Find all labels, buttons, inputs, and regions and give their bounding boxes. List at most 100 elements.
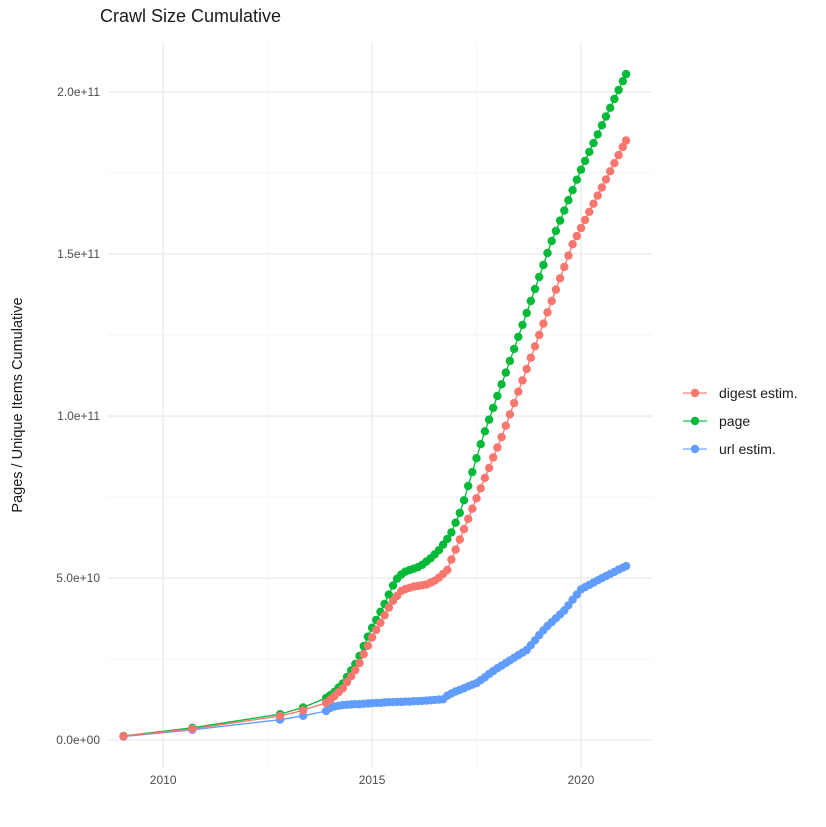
data-point-digest-estim — [601, 175, 611, 184]
data-point-page — [447, 528, 456, 537]
data-point-page — [501, 368, 510, 377]
data-point-digest-estim — [484, 463, 494, 473]
data-point-page — [564, 196, 573, 205]
data-point-page — [476, 440, 485, 449]
data-point-page — [597, 121, 607, 130]
data-point-page — [606, 103, 615, 113]
data-point-digest-estim — [551, 285, 561, 294]
data-point-page — [585, 147, 594, 157]
y-tick-label: 1.5e+11 — [57, 247, 100, 261]
legend-key-icon — [683, 388, 707, 398]
data-point-digest-estim — [472, 494, 481, 503]
data-point-page — [535, 272, 544, 282]
data-point-page — [443, 534, 452, 544]
data-point-digest-estim — [589, 199, 598, 208]
data-point-page — [589, 138, 598, 148]
data-point-digest-estim — [547, 296, 556, 306]
data-point-digest-estim — [468, 504, 477, 513]
data-point-page — [560, 206, 569, 215]
data-point-digest-estim — [359, 650, 368, 659]
data-point-page — [438, 540, 448, 549]
data-point-page — [388, 581, 398, 590]
data-point-digest-estim — [618, 142, 627, 152]
data-point-digest-estim — [610, 159, 619, 168]
data-point-digest-estim — [347, 672, 356, 681]
data-point-page — [610, 94, 619, 104]
data-point-digest-estim — [526, 353, 535, 362]
data-point-digest-estim — [476, 484, 485, 493]
series-line-digest-estim — [123, 140, 627, 737]
data-point-page — [497, 380, 506, 389]
data-point-page — [614, 85, 623, 95]
data-point-page — [572, 175, 581, 184]
y-tick-label: 0.0e+00 — [56, 733, 100, 747]
legend: digest estim. page url estim. — [682, 379, 798, 463]
x-tick-label: 2020 — [568, 773, 595, 787]
data-point-digest-estim — [518, 376, 527, 385]
data-point-page — [509, 344, 519, 354]
data-point-page — [526, 296, 535, 306]
legend-item-page: page — [682, 407, 798, 435]
data-point-page — [576, 165, 586, 174]
legend-item-url-estim: url estim. — [682, 435, 798, 463]
data-point-digest-estim — [376, 618, 385, 627]
data-point-digest-estim — [564, 251, 573, 260]
data-point-digest-estim — [568, 240, 577, 249]
data-point-digest-estim — [505, 410, 515, 419]
data-point-digest-estim — [543, 308, 552, 317]
data-point-digest-estim — [119, 732, 128, 741]
data-point-page — [543, 248, 552, 258]
data-point-page — [580, 156, 590, 166]
data-point-page — [593, 130, 602, 139]
data-point-digest-estim — [338, 684, 347, 693]
data-point-digest-estim — [275, 711, 285, 721]
data-point-digest-estim — [606, 167, 615, 176]
data-point-page — [551, 226, 561, 236]
data-point-digest-estim — [621, 136, 631, 145]
data-point-digest-estim — [509, 398, 519, 408]
data-point-digest-estim — [367, 633, 377, 642]
data-point-page — [493, 391, 502, 401]
data-point-page — [455, 508, 464, 518]
data-point-page — [522, 308, 531, 318]
data-point-page — [539, 260, 548, 270]
data-point-digest-estim — [455, 535, 464, 544]
data-point-digest-estim — [459, 524, 469, 534]
legend-key-icon — [683, 416, 707, 426]
legend-item-label: digest estim. — [719, 385, 798, 401]
data-point-digest-estim — [576, 223, 586, 233]
data-point-digest-estim — [497, 432, 506, 442]
data-point-page — [459, 496, 469, 505]
data-point-page — [555, 216, 565, 225]
data-point-digest-estim — [593, 191, 602, 200]
data-point-digest-estim — [188, 724, 197, 733]
data-point-page — [489, 403, 498, 413]
data-point-digest-estim — [363, 641, 373, 650]
data-point-url-estim — [621, 561, 631, 571]
data-point-page — [621, 69, 631, 79]
y-tick-label: 5.0e+10 — [56, 571, 100, 585]
data-point-digest-estim — [380, 611, 389, 620]
data-point-digest-estim — [580, 215, 590, 225]
legend-item-digest-estim: digest estim. — [682, 379, 798, 407]
data-point-digest-estim — [539, 319, 548, 328]
legend-item-label: page — [719, 413, 751, 429]
data-point-digest-estim — [522, 364, 531, 374]
data-point-digest-estim — [372, 625, 381, 635]
data-point-digest-estim — [447, 555, 456, 564]
data-point-page — [518, 320, 527, 330]
data-point-digest-estim — [501, 421, 510, 430]
data-point-page — [464, 481, 473, 491]
legend-key-icon — [683, 444, 707, 454]
data-point-digest-estim — [384, 603, 393, 612]
x-tick-label: 2010 — [150, 773, 177, 787]
data-point-page — [618, 77, 627, 86]
data-point-page — [601, 112, 611, 121]
data-point-page — [568, 185, 577, 195]
y-tick-label: 1.0e+11 — [57, 409, 100, 423]
data-point-digest-estim — [464, 514, 473, 523]
data-point-digest-estim — [585, 207, 594, 216]
chart-title: Crawl Size Cumulative — [100, 6, 282, 26]
